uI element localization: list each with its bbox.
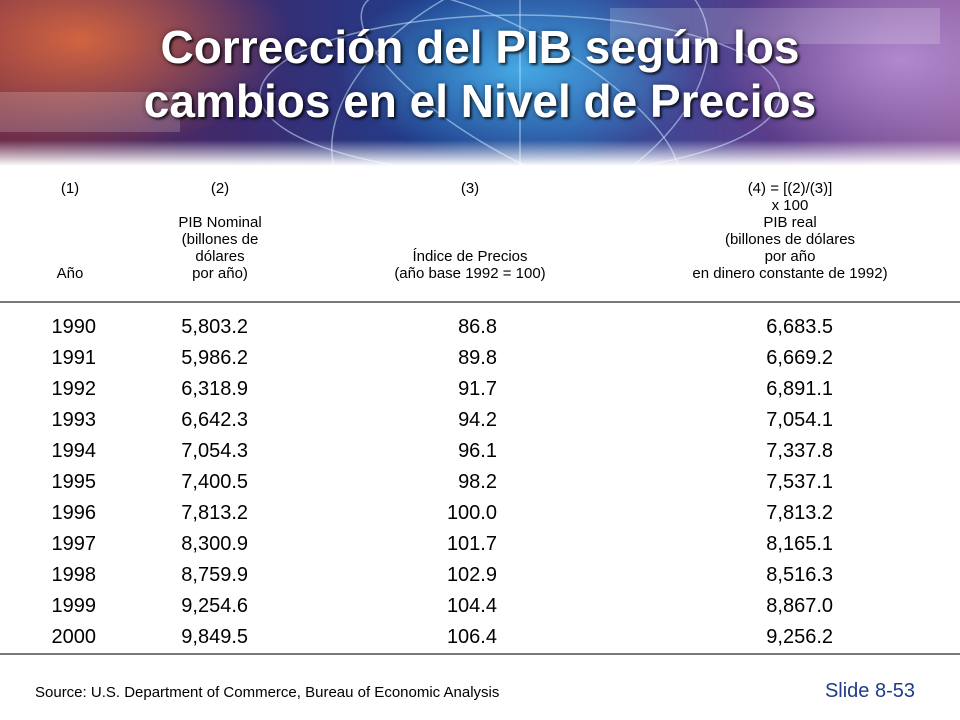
column-number: (4) = [(2)/(3)] [747,180,833,197]
slide-title-line-2: cambios en el Nivel de Precios [143,75,817,127]
table-row: 1999 9,254.6 104.4 8,867.0 [0,591,960,622]
cell-real-gdp: 8,867.0 [766,595,833,617]
cell-real-gdp: 7,537.1 [766,471,833,493]
column-label-line: por año) [192,265,248,282]
cell-price-index: 100.0 [446,502,497,524]
cell-nominal-gdp: 6,642.3 [181,409,248,431]
cell-nominal-gdp: 8,759.9 [181,564,248,586]
table-row: 2000 9,849.5 106.4 9,256.2 [0,622,960,653]
cell-price-index: 104.4 [446,595,497,617]
cell-nominal-gdp: 7,400.5 [181,471,248,493]
column-label-line: (billones de [181,231,259,248]
header-divider [0,301,960,303]
cell-price-index: 96.1 [458,440,497,462]
column-label-line: Índice de Precios [412,248,528,265]
cell-nominal-gdp: 7,813.2 [181,502,248,524]
table-row: 1998 8,759.9 102.9 8,516.3 [0,560,960,591]
cell-real-gdp: 9,256.2 [766,626,833,648]
cell-year: 1995 [51,471,97,493]
column-label-line: PIB real [763,214,817,231]
slide-number: Slide 8-53 [824,680,915,702]
title-banner: Corrección del PIB según los cambios en … [0,0,960,166]
table-row: 1991 5,986.2 89.8 6,669.2 [0,343,960,374]
source-note: Source: U.S. Department of Commerce, Bur… [35,684,500,701]
cell-nominal-gdp: 9,849.5 [181,626,248,648]
cell-nominal-gdp: 7,054.3 [181,440,248,462]
cell-nominal-gdp: 6,318.9 [181,378,248,400]
cell-year: 1991 [51,347,97,369]
column-number: (1) [60,180,80,197]
column-label-line: PIB Nominal [178,214,262,231]
cell-year: 1993 [51,409,97,431]
cell-price-index: 98.2 [458,471,497,493]
cell-price-index: 86.8 [458,316,497,338]
cell-real-gdp: 6,683.5 [766,316,833,338]
table-row: 1996 7,813.2 100.0 7,813.2 [0,498,960,529]
table-row: 1997 8,300.9 101.7 8,165.1 [0,529,960,560]
slide-title-line-1: Corrección del PIB según los [160,21,800,73]
column-number: (3) [460,180,480,197]
column-header-year: (1) Año [40,180,100,282]
column-header-real-gdp: (4) = [(2)/(3)] x 100 PIB real (billones… [650,180,930,282]
table-row: 1990 5,803.2 86.8 6,683.5 [0,312,960,343]
cell-price-index: 89.8 [458,347,497,369]
cell-real-gdp: 6,891.1 [766,378,833,400]
column-label-line: (billones de dólares [724,231,856,248]
column-number-line-2: x 100 [771,197,809,214]
cell-real-gdp: 7,813.2 [766,502,833,524]
column-label-line: en dinero constante de 1992) [692,265,888,282]
gdp-table-body: 1990 5,803.2 86.8 6,683.5 1991 5,986.2 8… [0,312,960,653]
table-row: 1994 7,054.3 96.1 7,337.8 [0,436,960,467]
column-label-line: dólares [195,248,245,265]
table-row: 1992 6,318.9 91.7 6,891.1 [0,374,960,405]
column-label-line: por año [764,248,816,265]
cell-price-index: 94.2 [458,409,497,431]
column-label-line: Año [56,265,84,282]
column-header-nominal-gdp: (2) PIB Nominal (billones de dólares por… [150,180,290,282]
column-label-line: (año base 1992 = 100) [394,265,546,282]
cell-price-index: 91.7 [458,378,497,400]
table-row: 1995 7,400.5 98.2 7,537.1 [0,467,960,498]
cell-real-gdp: 6,669.2 [766,347,833,369]
cell-price-index: 106.4 [446,626,497,648]
cell-nominal-gdp: 5,803.2 [181,316,248,338]
cell-real-gdp: 7,337.8 [766,440,833,462]
column-number: (2) [210,180,230,197]
table-row: 1993 6,642.3 94.2 7,054.1 [0,405,960,436]
cell-price-index: 102.9 [446,564,497,586]
footer-divider [0,653,960,655]
cell-year: 1996 [51,502,97,524]
cell-year: 1998 [51,564,97,586]
cell-real-gdp: 8,165.1 [766,533,833,555]
slide-title: Corrección del PIB según los cambios en … [0,20,960,128]
column-header-price-index: (3) Índice de Precios (año base 1992 = 1… [355,180,585,282]
cell-year: 1990 [51,316,97,338]
cell-nominal-gdp: 5,986.2 [181,347,248,369]
cell-year: 1992 [51,378,97,400]
cell-real-gdp: 8,516.3 [766,564,833,586]
cell-real-gdp: 7,054.1 [766,409,833,431]
banner-decoration [0,0,940,166]
cell-year: 1994 [51,440,97,462]
cell-year: 1999 [51,595,97,617]
cell-year: 2000 [51,626,97,648]
cell-year: 1997 [51,533,97,555]
cell-price-index: 101.7 [446,533,497,555]
banner-fade [0,140,960,166]
cell-nominal-gdp: 8,300.9 [181,533,248,555]
cell-nominal-gdp: 9,254.6 [181,595,248,617]
